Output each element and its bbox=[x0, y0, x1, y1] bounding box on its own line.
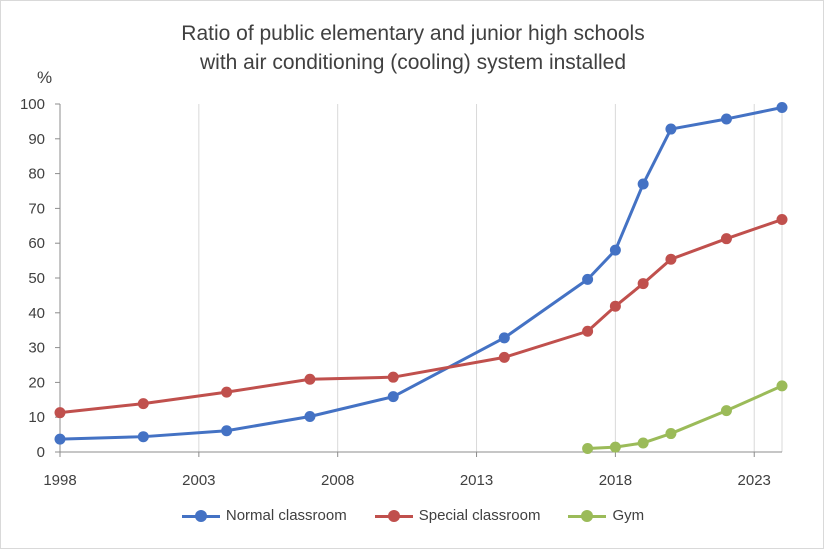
y-tick-label: 20 bbox=[28, 374, 45, 391]
legend-item-normal-classroom: Normal classroom bbox=[181, 507, 347, 524]
data-point-gym bbox=[720, 405, 732, 417]
y-axis-unit: % bbox=[37, 68, 52, 87]
y-tick-label: 70 bbox=[28, 200, 45, 217]
data-point-special-classroom bbox=[776, 214, 788, 226]
data-point-special-classroom bbox=[221, 386, 233, 398]
y-tick-label: 0 bbox=[37, 444, 45, 461]
y-tick-label: 80 bbox=[28, 166, 45, 183]
y-tick-label: 40 bbox=[28, 305, 45, 322]
chart-title-line-1: Ratio of public elementary and junior hi… bbox=[181, 22, 645, 45]
data-point-normal-classroom bbox=[776, 101, 788, 113]
data-point-gym bbox=[665, 428, 677, 440]
data-point-special-classroom bbox=[137, 398, 149, 410]
y-tick-label: 30 bbox=[28, 340, 45, 357]
legend-swatch-special-classroom bbox=[374, 509, 413, 523]
data-point-normal-classroom bbox=[498, 332, 510, 344]
data-point-normal-classroom bbox=[221, 425, 233, 437]
data-point-gym bbox=[582, 443, 594, 455]
legend-swatch-normal-classroom bbox=[181, 509, 220, 523]
y-tick-label: 100 bbox=[20, 96, 45, 113]
y-tick-label: 10 bbox=[28, 409, 45, 426]
data-point-special-classroom bbox=[637, 278, 649, 290]
tick-labels: 1998 2003 2008 2013 2018 2023 0 10 20 30 40 50 60 70 8… bbox=[20, 96, 771, 489]
data-point-normal-classroom bbox=[54, 433, 66, 445]
series-line-special-classroom bbox=[59, 218, 783, 415]
chart-title: Ratio of public elementary and junior hi… bbox=[1, 19, 824, 77]
data-point-special-classroom bbox=[609, 300, 621, 312]
data-point-normal-classroom bbox=[582, 273, 594, 285]
data-point-normal-classroom bbox=[720, 113, 732, 125]
y-tick-label: 50 bbox=[28, 270, 45, 287]
x-tick-label: 2003 bbox=[182, 472, 215, 489]
legend: Normal classroom Special classroom Gym bbox=[1, 507, 824, 524]
legend-swatch-gym bbox=[568, 509, 607, 523]
data-point-special-classroom bbox=[498, 351, 510, 363]
series-normal-classroom bbox=[54, 101, 788, 445]
data-point-normal-classroom bbox=[609, 244, 621, 256]
legend-label: Gym bbox=[612, 507, 645, 524]
series-line-gym bbox=[587, 384, 783, 451]
data-point-special-classroom bbox=[582, 325, 594, 337]
y-tick-label: 90 bbox=[28, 131, 45, 148]
x-tick-label: 2023 bbox=[738, 472, 771, 489]
legend-label: Normal classroom bbox=[225, 507, 347, 524]
data-point-normal-classroom bbox=[665, 123, 677, 135]
data-point-normal-classroom bbox=[387, 391, 399, 403]
series-line-normal-classroom bbox=[59, 106, 783, 441]
data-point-normal-classroom bbox=[637, 178, 649, 190]
data-point-gym bbox=[637, 437, 649, 449]
data-point-special-classroom bbox=[665, 253, 677, 265]
series-gym bbox=[582, 380, 788, 455]
x-tick-label: 2008 bbox=[321, 472, 354, 489]
axes bbox=[55, 103, 782, 457]
series-special-classroom bbox=[54, 214, 788, 419]
legend-item-gym: Gym bbox=[568, 507, 644, 524]
data-point-normal-classroom bbox=[304, 411, 316, 423]
legend-label: Special classroom bbox=[418, 507, 541, 524]
data-point-special-classroom bbox=[54, 407, 66, 419]
data-point-special-classroom bbox=[304, 373, 316, 385]
legend-item-special-classroom: Special classroom bbox=[374, 507, 541, 524]
series-group bbox=[54, 101, 788, 455]
data-point-normal-classroom bbox=[137, 431, 149, 443]
data-point-gym bbox=[776, 380, 788, 392]
x-tick-label: 2013 bbox=[460, 472, 493, 489]
x-tick-label: 2018 bbox=[599, 472, 632, 489]
chart-title-line-2: with air conditioning (cooling) system i… bbox=[199, 51, 627, 74]
data-point-special-classroom bbox=[387, 371, 399, 383]
data-point-gym bbox=[609, 441, 621, 453]
data-point-special-classroom bbox=[720, 233, 732, 245]
x-tick-label: 1998 bbox=[43, 472, 76, 489]
y-tick-label: 60 bbox=[28, 235, 45, 252]
